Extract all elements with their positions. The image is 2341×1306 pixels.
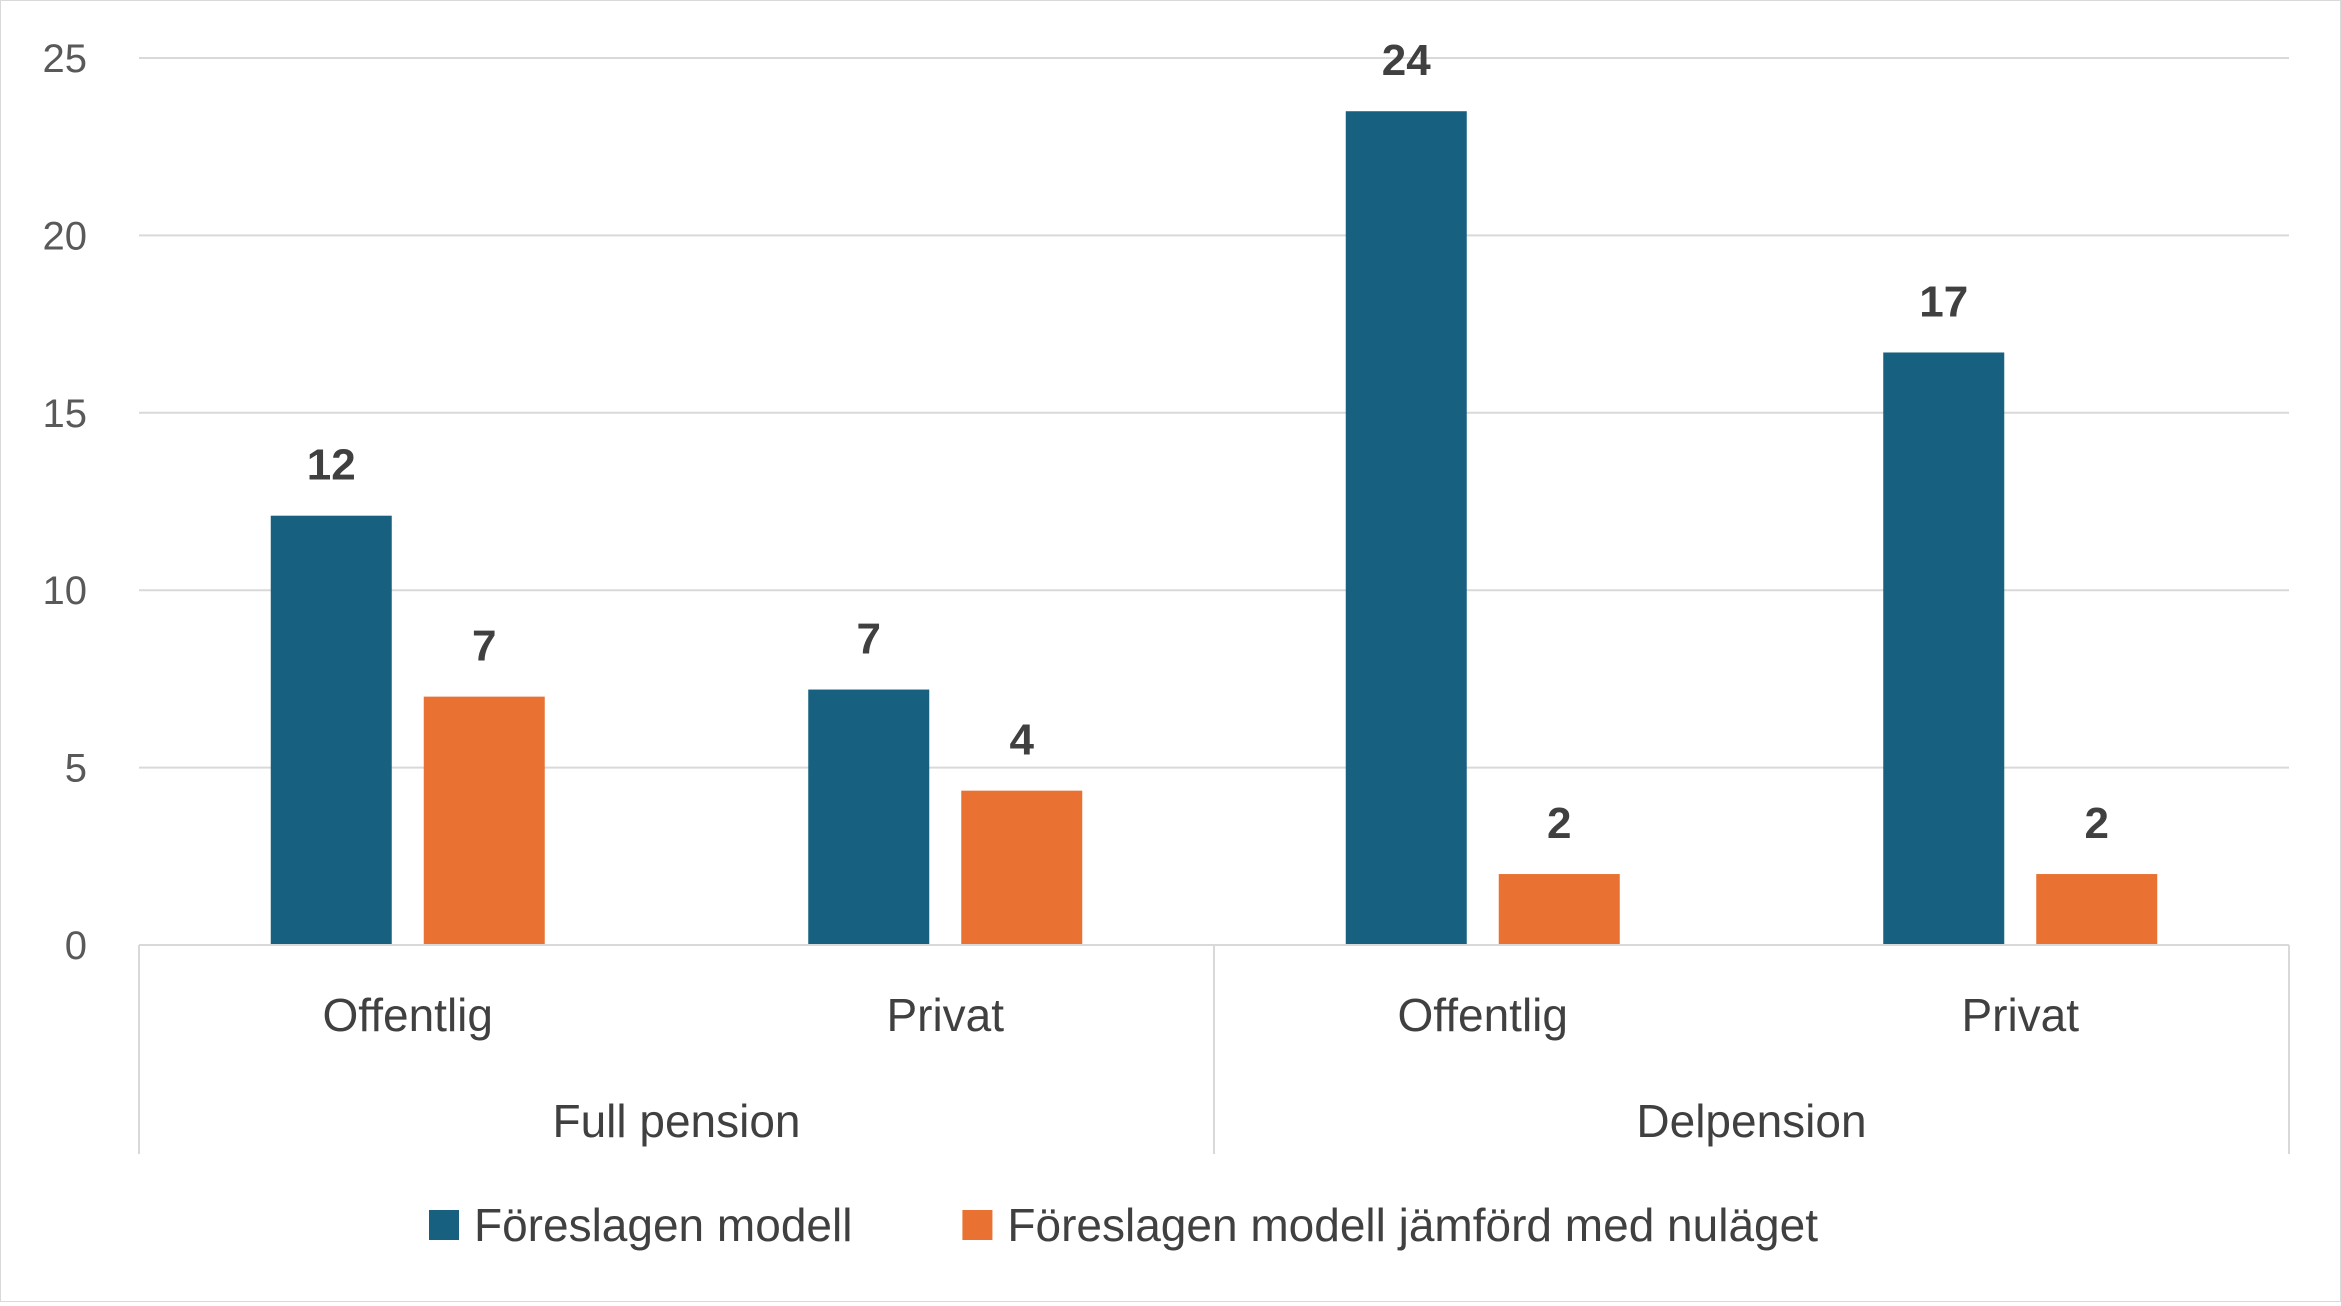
bar bbox=[961, 790, 1083, 945]
legend-label: Föreslagen modell jämförd med nuläget bbox=[1007, 1199, 1818, 1251]
data-label: 4 bbox=[1010, 716, 1035, 765]
legend: Föreslagen modell Föreslagen modell jämfö… bbox=[429, 1199, 1818, 1251]
x-axis: Offentlig Privat Offentlig Privat Full pensi… bbox=[138, 944, 2290, 1154]
x-group-label: Full pension bbox=[552, 1095, 800, 1147]
data-label: 2 bbox=[2085, 799, 2109, 848]
bar bbox=[1883, 352, 2005, 945]
data-label: 7 bbox=[857, 615, 881, 664]
y-tick-label: 0 bbox=[65, 924, 87, 968]
bar bbox=[808, 689, 930, 945]
data-label: 7 bbox=[472, 622, 496, 671]
y-tick-label: 10 bbox=[43, 569, 88, 613]
data-label: 17 bbox=[1919, 277, 1968, 326]
bar bbox=[2036, 874, 2158, 945]
x-group-label: Delpension bbox=[1636, 1095, 1866, 1147]
data-label: 2 bbox=[1547, 799, 1571, 848]
bar bbox=[1498, 874, 1620, 945]
y-tick-label: 15 bbox=[43, 392, 88, 436]
legend-swatch bbox=[429, 1210, 459, 1240]
data-label: 12 bbox=[307, 441, 356, 490]
bars bbox=[270, 111, 2158, 946]
x-category-label: Privat bbox=[1961, 989, 2079, 1041]
x-category-label: Offentlig bbox=[323, 989, 493, 1041]
legend-swatch bbox=[962, 1210, 993, 1240]
y-tick-label: 20 bbox=[43, 214, 88, 258]
bar bbox=[423, 696, 545, 945]
y-axis-tick-labels: 0 5 10 15 20 25 bbox=[43, 37, 88, 968]
x-category-label: Offentlig bbox=[1398, 989, 1568, 1041]
bar bbox=[270, 515, 392, 945]
bar bbox=[1345, 111, 1467, 946]
y-tick-label: 25 bbox=[43, 37, 88, 81]
data-labels: 12 7 24 17 7 4 2 2 bbox=[307, 36, 2109, 848]
y-tick-label: 5 bbox=[65, 747, 87, 791]
legend-label: Föreslagen modell bbox=[474, 1199, 852, 1251]
data-label: 24 bbox=[1382, 36, 1431, 85]
x-category-label: Privat bbox=[886, 989, 1004, 1041]
